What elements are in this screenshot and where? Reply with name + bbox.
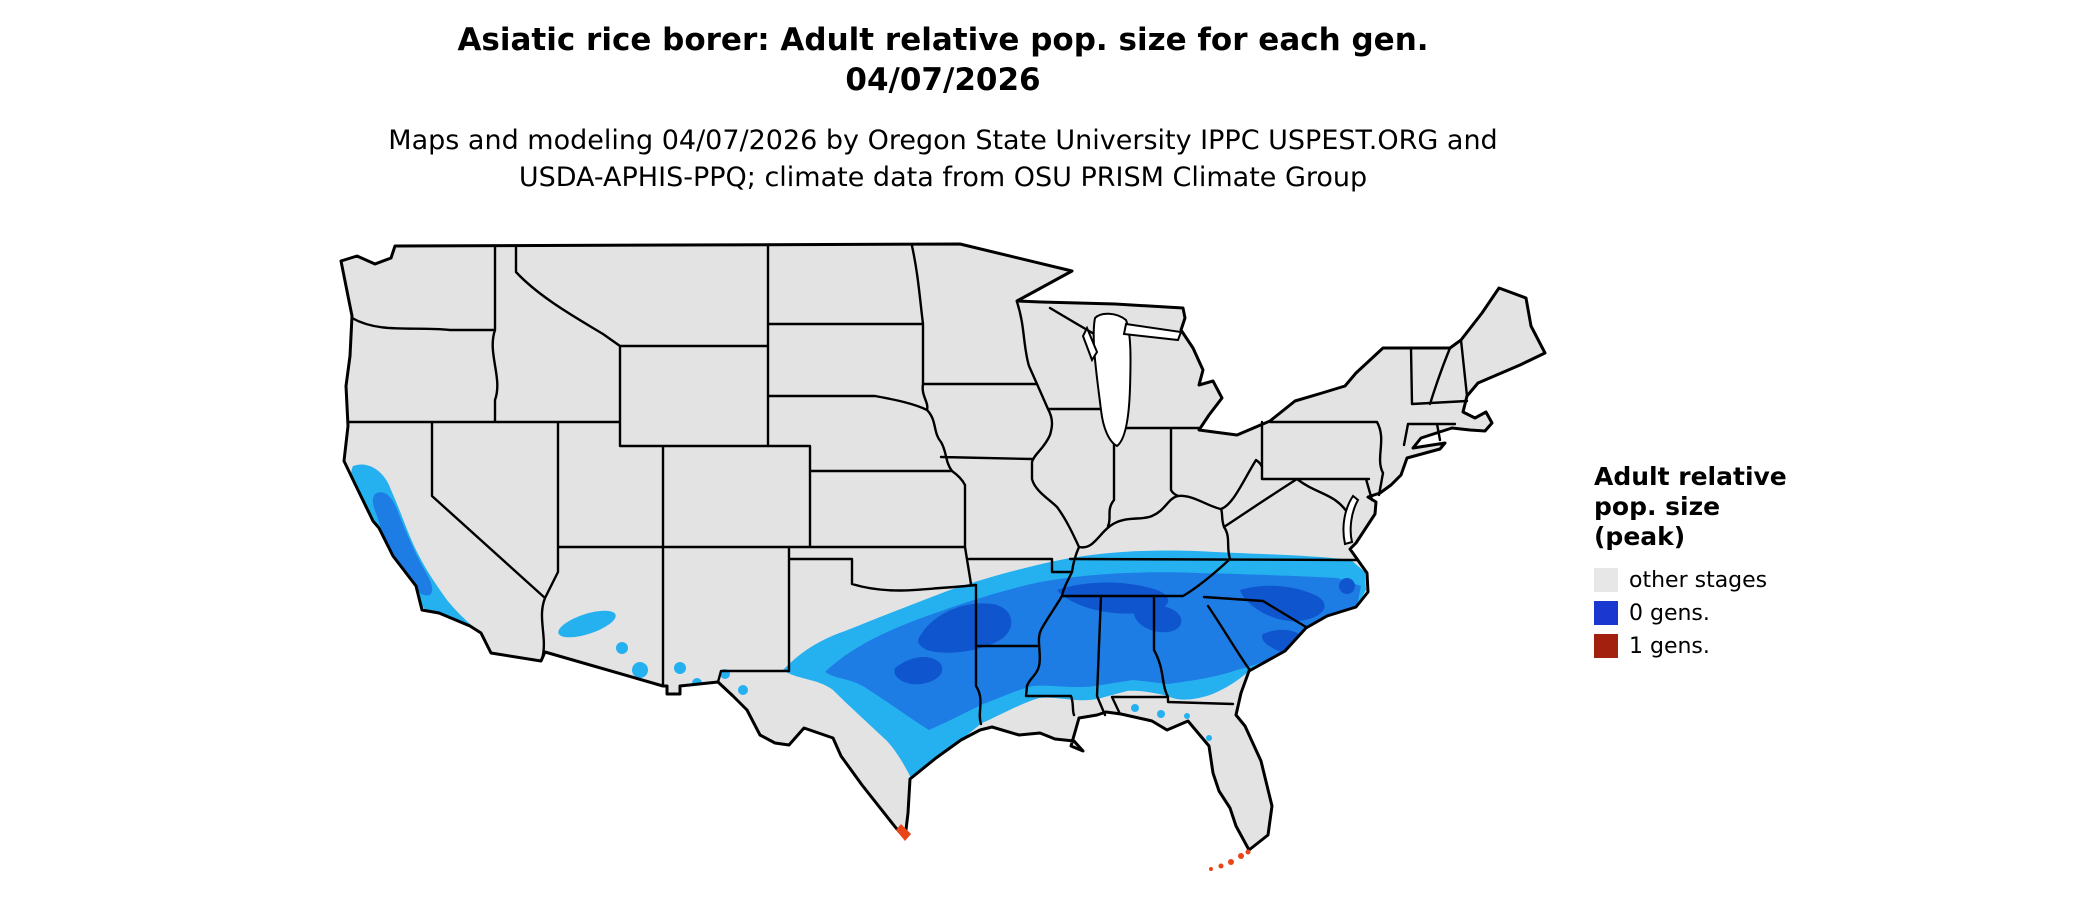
gen0-band-dark-texas <box>894 656 943 685</box>
legend-title-line-2: pop. size <box>1594 492 1721 521</box>
straits-of-mackinac <box>1122 322 1183 342</box>
state-borders <box>346 244 1469 726</box>
gen1-spot-florida-keys-4 <box>1218 863 1224 869</box>
legend-swatch-other-stages <box>1594 568 1618 592</box>
legend-label-other-stages: other stages <box>1629 567 1768 593</box>
green-bay <box>1081 325 1099 363</box>
gen1-spot-texas-tip <box>896 824 911 841</box>
page-title: Asiatic rice borer: Adult relative pop. … <box>457 22 1429 58</box>
us-map-container <box>335 218 1555 908</box>
chesapeake-bay <box>1342 494 1360 546</box>
gen0-band-dark-nc-coast <box>1339 578 1355 594</box>
gen0-band-dark-georgia <box>1133 605 1182 633</box>
us-outline <box>339 242 1547 852</box>
us-map <box>339 242 1547 871</box>
map-titles: Asiatic rice borer: Adult relative pop. … <box>0 20 1886 100</box>
subtitle-line-1: Maps and modeling 04/07/2026 by Oregon S… <box>388 125 1498 156</box>
legend-item-1-gens: 1 gens. <box>1594 632 1834 660</box>
gen0-patch-west-texas <box>738 685 748 695</box>
legend-swatch-1-gens <box>1594 634 1618 658</box>
gen0-patch-arizona-se <box>632 662 648 678</box>
gen1-spots <box>896 824 1251 871</box>
gen0-patch-florida-2 <box>1157 710 1165 718</box>
gen0-band-california-medium <box>372 492 433 596</box>
gen1-spot-florida-keys-5 <box>1209 867 1213 871</box>
subtitle-line-2: USDA-APHIS-PPQ; climate data from OSU PR… <box>518 162 1368 193</box>
gen0-band-dark-carolinas <box>1240 585 1325 622</box>
gen0-patch-arizona-central <box>558 610 616 638</box>
legend-title: Adult relative pop. size (peak) <box>1594 462 1834 552</box>
lake-michigan <box>1092 312 1132 448</box>
gen0-patch-arizona-s <box>616 642 628 654</box>
gen0-patch-new-mexico-1 <box>674 662 686 674</box>
gen0-patch-florida-1 <box>1131 704 1139 712</box>
legend-title-line-1: Adult relative <box>1594 462 1787 491</box>
gen0-patch-florida-4 <box>1206 735 1212 741</box>
map-legend: Adult relative pop. size (peak) other st… <box>1594 462 1834 665</box>
great-lakes <box>1081 312 1360 546</box>
gen1-spot-florida-keys-3 <box>1228 859 1234 865</box>
legend-item-0-gens: 0 gens. <box>1594 599 1834 627</box>
legend-swatch-0-gens <box>1594 601 1618 625</box>
gen0-band-dark-arkansas <box>918 603 1012 653</box>
gen1-spot-florida-keys-2 <box>1238 853 1244 859</box>
legend-label-0-gens: 0 gens. <box>1629 600 1710 626</box>
legend-item-other-stages: other stages <box>1594 566 1834 594</box>
page-title-date: 04/07/2026 <box>845 62 1041 98</box>
legend-label-1-gens: 1 gens. <box>1629 633 1710 659</box>
gen0-patch-florida-3 <box>1184 713 1190 719</box>
legend-title-line-3: (peak) <box>1594 522 1686 551</box>
map-subtitle: Maps and modeling 04/07/2026 by Oregon S… <box>0 122 1886 196</box>
gen1-spot-florida-keys-1 <box>1245 849 1251 855</box>
gen0-band-dark-tennessee <box>1057 582 1169 614</box>
legend-items: other stages 0 gens. 1 gens. <box>1594 566 1834 660</box>
